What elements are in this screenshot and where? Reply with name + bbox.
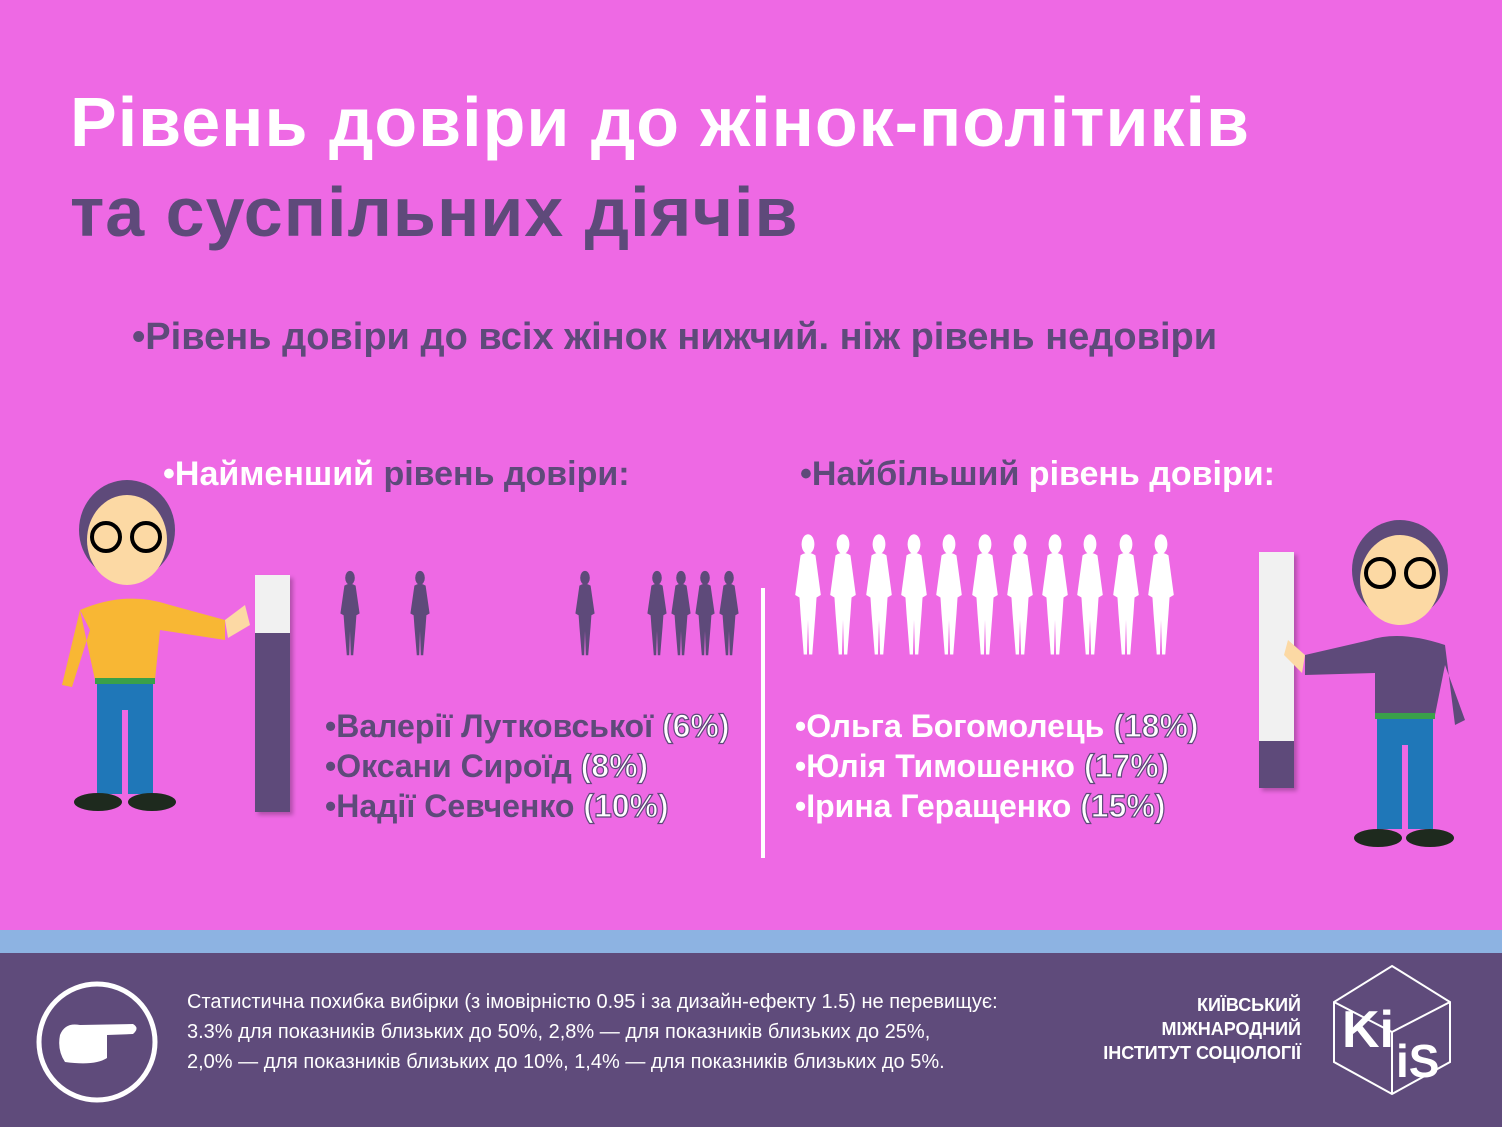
- lowest-trust-heading: •Найменший рівень довіри:: [163, 455, 630, 493]
- list-item: •Юлія Тимошенко (17%): [795, 747, 1170, 784]
- list-item: •Ольга Богомолець (18%): [795, 707, 1199, 744]
- woman-figure-icon: [340, 570, 360, 656]
- man-left-illustration: [62, 480, 250, 811]
- list-item: •Ірина Геращенко (15%): [795, 787, 1166, 824]
- woman-figure-icon: [1042, 534, 1068, 655]
- woman-figure-icon: [647, 570, 667, 656]
- divider: [761, 588, 765, 858]
- pointing-hand-icon: [36, 981, 158, 1103]
- woman-figure-icon: [1077, 534, 1104, 655]
- highest-trust-heading: •Найбільший рівень довіри:: [800, 455, 1275, 493]
- list-item: •Надії Севченко (10%): [325, 787, 669, 824]
- woman-figure-icon: [1006, 534, 1033, 655]
- title-line-2: та суспільних діячів: [70, 173, 799, 251]
- svg-text:iS: iS: [1396, 1035, 1439, 1087]
- woman-figure-icon: [865, 534, 892, 655]
- highest-list: •Ольга Богомолець (18%) •Юлія Тимошенко …: [795, 706, 1199, 826]
- woman-figure-icon: [971, 534, 998, 655]
- woman-figure-icon: [901, 534, 927, 655]
- woman-figure-icon: [936, 534, 962, 655]
- woman-figure-icon: [1148, 534, 1174, 655]
- svg-text:Ki: Ki: [1342, 1001, 1394, 1059]
- woman-figure-icon: [575, 570, 595, 656]
- woman-figure-icon: [671, 570, 691, 656]
- organization-name: КИЇВСЬКИЙ МІЖНАРОДНИЙ ІНСТИТУТ СОЦІОЛОГІЇ: [1103, 995, 1301, 1063]
- kiis-logo: Ki iS: [1333, 964, 1451, 1096]
- woman-figure-icon: [719, 570, 739, 656]
- lowest-trust-bar-fill: [255, 575, 290, 634]
- woman-figure-icon: [795, 534, 821, 655]
- title-line-1: Рівень довіри до жінок-політиків: [70, 83, 1250, 161]
- lowest-trust-bar: [255, 575, 290, 812]
- woman-figure-icon: [830, 534, 857, 655]
- lowest-list: •Валерії Лутковської (6%) •Оксани Сироїд…: [325, 706, 730, 826]
- footer: [0, 953, 1502, 1127]
- divider-band: [0, 930, 1502, 953]
- subtitle: •Рівень довіри до всіх жінок нижчий. ніж…: [132, 316, 1218, 358]
- man-right-illustration: [1284, 520, 1465, 847]
- woman-figure-icon: [695, 570, 715, 656]
- woman-figure-icon: [410, 570, 430, 656]
- woman-figure-icon: [1112, 534, 1139, 655]
- list-item: •Валерії Лутковської (6%): [325, 707, 730, 744]
- margin-of-error-note: Статистична похибка вибірки (з імовірніс…: [187, 991, 998, 1073]
- list-item: •Оксани Сироїд (8%): [325, 747, 649, 784]
- highest-trust-bar: [1259, 552, 1294, 788]
